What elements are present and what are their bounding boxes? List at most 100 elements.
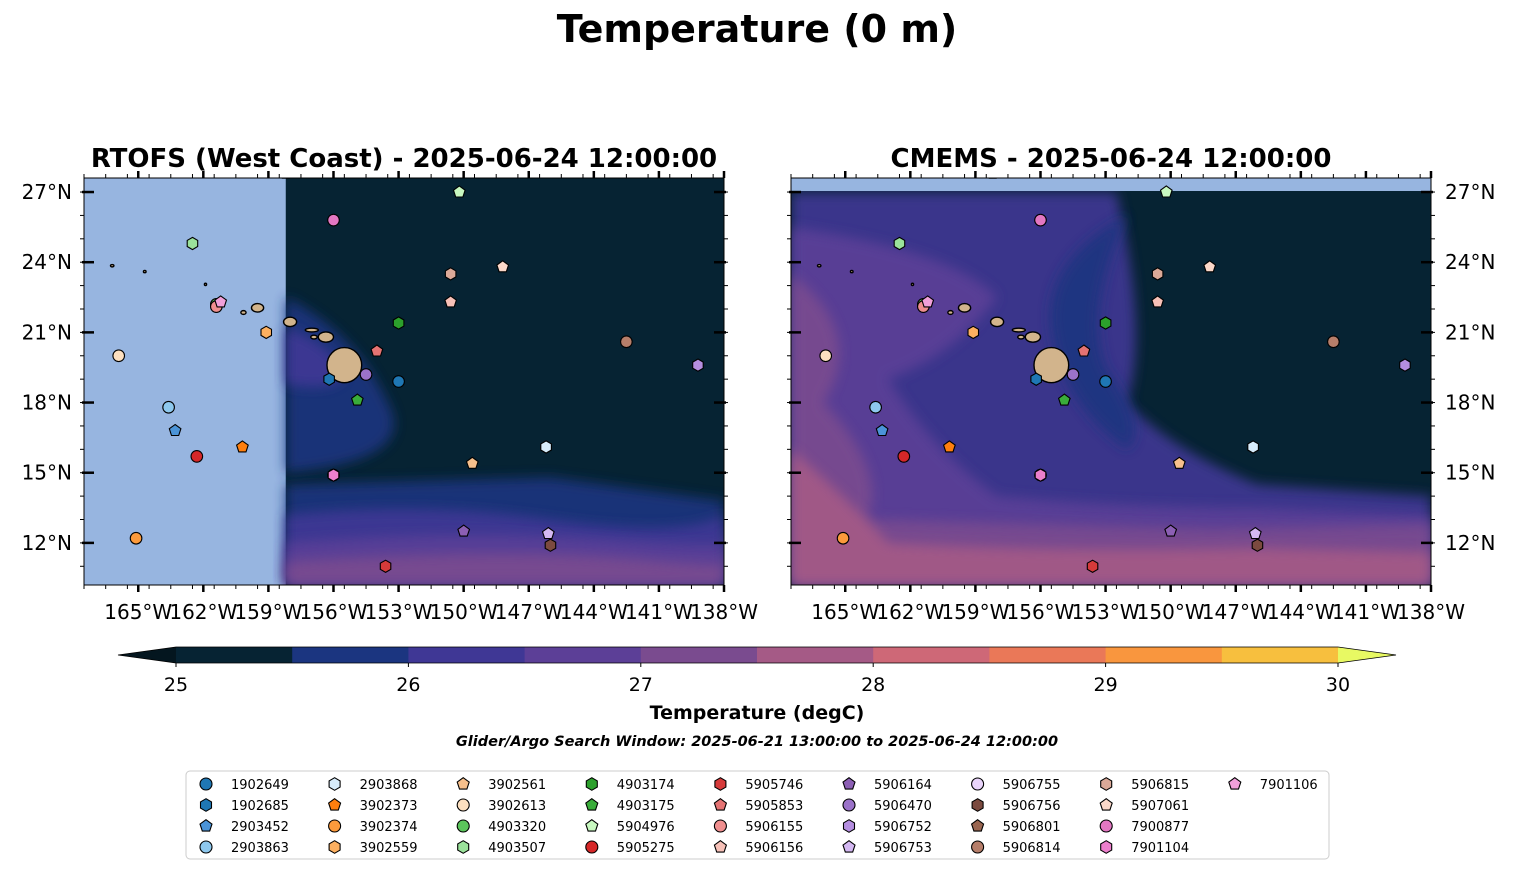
legend-label: 5906756 — [1003, 799, 1061, 814]
island-landmass — [304, 327, 320, 333]
island-landmass — [957, 302, 972, 313]
float-marker-2903863 — [162, 400, 175, 414]
y-tick-label: 24°N — [1445, 250, 1495, 274]
legend-label: 4903320 — [488, 820, 546, 835]
legend-marker-hexagon-icon — [199, 798, 213, 812]
legend-label: 5907061 — [1131, 799, 1189, 814]
float-marker-5905746 — [1086, 559, 1099, 574]
y-tick-label: 21°N — [1445, 320, 1495, 344]
colorbar-segment — [873, 647, 990, 663]
x-tick-label: 156°W — [1007, 600, 1075, 624]
legend-marker-pentagon-icon — [585, 798, 599, 811]
legend-item-5906814: 5906814 — [971, 840, 1061, 856]
float-marker-5906756 — [1251, 538, 1264, 552]
colorbar-body — [117, 646, 1397, 664]
legend-marker-pentagon-icon — [456, 777, 470, 790]
float-marker-5906814 — [620, 335, 633, 349]
legend-marker-pentagon-icon — [970, 819, 985, 832]
legend-item-5906156: 5906156 — [713, 840, 803, 856]
float-marker-2903452 — [875, 423, 889, 437]
float-marker-3902373 — [942, 440, 956, 453]
float-marker-5906164 — [457, 524, 471, 537]
float-marker-7900877 — [1034, 213, 1047, 227]
colorbar-extend-high — [1338, 647, 1396, 663]
legend-item-2903452: 2903452 — [199, 819, 289, 835]
legend-label: 5906470 — [874, 799, 932, 814]
x-tick-label: 162°W — [169, 600, 237, 624]
float-marker-7901106 — [921, 295, 935, 308]
legend-label: 1902685 — [231, 799, 289, 814]
island-landmass — [203, 282, 208, 287]
float-marker-3902373 — [235, 440, 249, 453]
legend-label: 4903174 — [617, 778, 675, 793]
legend-item-3902374: 3902374 — [328, 819, 418, 835]
legend-box — [185, 770, 1330, 860]
island-landmass — [849, 269, 854, 274]
island-landmass — [910, 282, 915, 287]
legend-marker-pentagon-icon — [842, 777, 856, 790]
x-tick-label: 150°W — [1137, 600, 1205, 624]
legend-marker-hexagon-icon — [328, 840, 341, 854]
y-tick-label: 15°N — [22, 461, 72, 485]
x-tick-label: 150°W — [430, 600, 498, 624]
legend-marker-pentagon-icon — [842, 840, 856, 853]
legend-item-1902685: 1902685 — [199, 798, 289, 814]
x-tick-label: 165°W — [811, 600, 879, 624]
float-marker-2903868 — [1247, 440, 1259, 454]
y-tick-label: 15°N — [1445, 461, 1495, 485]
legend-item-5906470: 5906470 — [842, 798, 932, 814]
colorbar-tick-label: 27 — [629, 674, 653, 696]
legend-label: 5904976 — [617, 820, 675, 835]
float-marker-5906156 — [1151, 295, 1165, 308]
legend-marker-hexagon-icon — [842, 819, 856, 833]
float-marker-7900877 — [327, 213, 340, 227]
colorbar: 25 26 27 28 29 30 Temperature (degC) — [117, 646, 1397, 724]
legend-marker-hexagon-icon — [1100, 777, 1113, 791]
x-tick-label: 138°W — [1397, 600, 1465, 624]
legend-marker-circle-icon — [199, 840, 213, 854]
float-marker-5906815 — [1151, 267, 1164, 281]
legend-item-5906164: 5906164 — [842, 777, 932, 793]
legend-item-5905746: 5905746 — [714, 777, 803, 793]
float-marker-5904976 — [452, 185, 466, 198]
legend-label: 4903507 — [488, 841, 546, 856]
float-marker-5906470 — [359, 368, 373, 381]
legend-marker-hexagon-icon — [971, 798, 984, 812]
legend-item-4903175: 4903175 — [585, 798, 675, 814]
island-landmass — [310, 334, 318, 340]
colorbar-tick-label: 28 — [861, 674, 885, 696]
legend-marker-pentagon-icon — [199, 819, 213, 832]
colorbar-segment — [292, 647, 409, 663]
legend-marker-pentagon-icon — [585, 819, 599, 832]
x-tick-label: 147°W — [1202, 600, 1270, 624]
rtofs-panel: RTOFS (West Coast) - 2025-06-24 12:00:00… — [22, 144, 759, 624]
float-marker-7901106 — [214, 295, 228, 308]
x-tick-label: 165°W — [104, 600, 172, 624]
float-marker-5905746 — [379, 559, 392, 574]
x-tick-label: 159°W — [941, 600, 1009, 624]
float-marker-4903507 — [186, 236, 199, 251]
float-marker-7901104 — [1034, 468, 1047, 482]
float-marker-3902561 — [465, 456, 479, 469]
island-landmass — [317, 331, 335, 343]
float-marker-3902613 — [819, 349, 833, 363]
legend-label: 7901106 — [1260, 778, 1318, 793]
float-marker-4903175 — [350, 393, 364, 406]
x-tick-label: 141°W — [625, 600, 693, 624]
legend-label: 2903863 — [231, 841, 289, 856]
float-marker-5906753 — [541, 526, 555, 540]
island-landmass — [1011, 327, 1027, 333]
x-tick-label: 153°W — [365, 600, 433, 624]
float-marker-1902685 — [323, 372, 335, 386]
legend-marker-pentagon-icon — [1099, 798, 1113, 811]
legend-label: 3902374 — [360, 820, 418, 835]
cmems-float-markers — [819, 178, 1411, 574]
legend-marker-circle-icon — [713, 819, 727, 833]
legend-label: 3902613 — [488, 799, 546, 814]
legend-label: 4903175 — [617, 799, 675, 814]
colorbar-segment — [1221, 647, 1339, 663]
legend-label: 5906156 — [745, 841, 803, 856]
colorbar-segment — [524, 647, 642, 663]
island-landmass — [282, 316, 298, 328]
legend-marker-circle-icon — [456, 798, 470, 812]
